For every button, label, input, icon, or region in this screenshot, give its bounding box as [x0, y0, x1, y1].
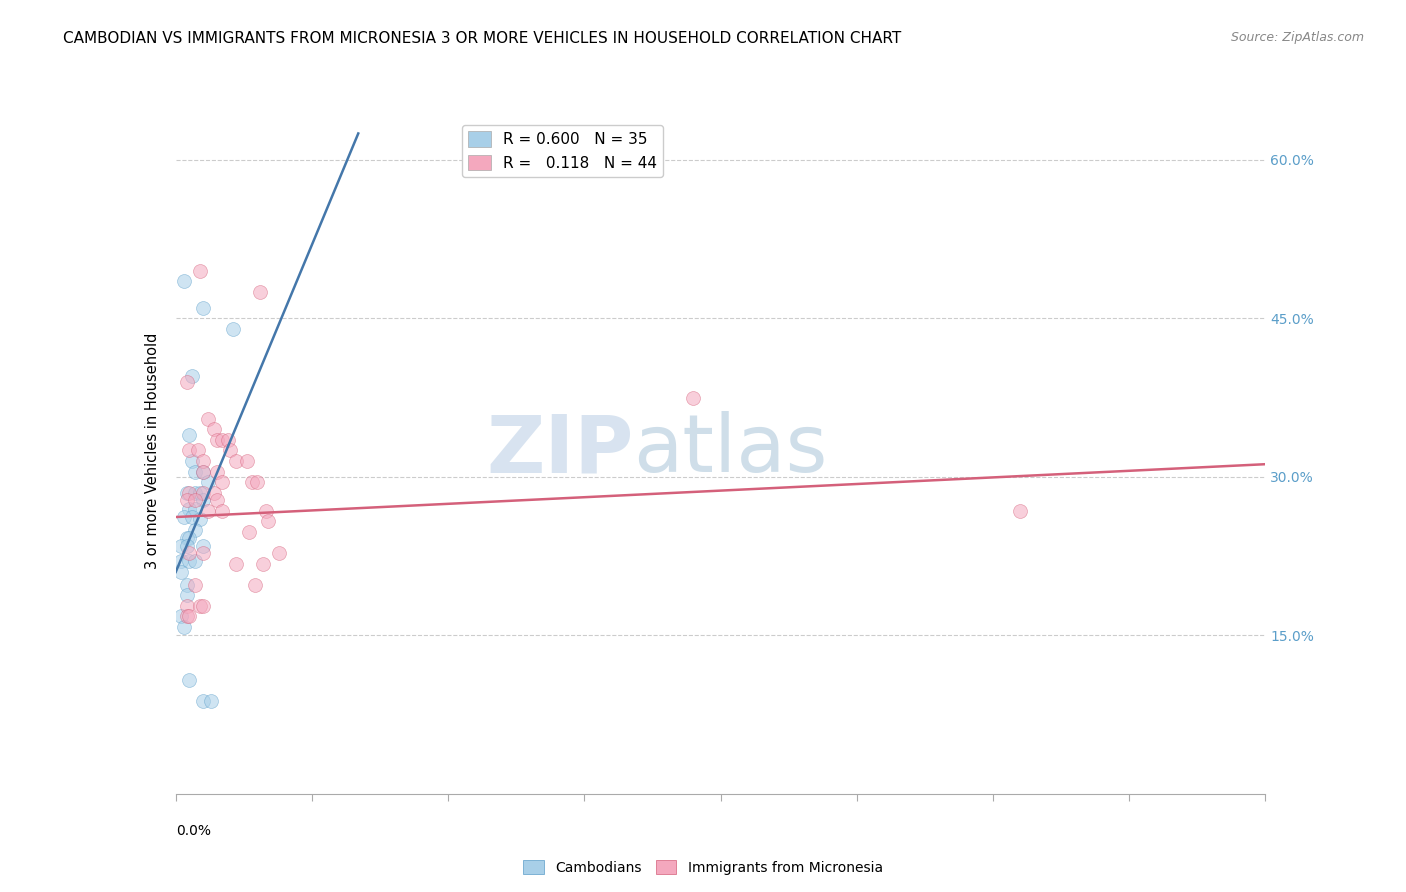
- Point: [170, 565, 193, 579]
- Point: [240, 475, 263, 490]
- Legend: R = 0.600   N = 35, R =   0.118   N = 44: R = 0.600 N = 35, R = 0.118 N = 44: [463, 125, 664, 177]
- Point: [191, 301, 214, 315]
- Point: [225, 557, 247, 571]
- Point: [205, 465, 228, 479]
- Point: [191, 465, 214, 479]
- Point: [211, 504, 233, 518]
- Point: [235, 454, 257, 468]
- Point: [179, 673, 201, 687]
- Point: [179, 531, 201, 545]
- Point: [179, 609, 201, 624]
- Point: [202, 422, 225, 436]
- Point: [176, 493, 198, 508]
- Point: [269, 546, 291, 560]
- Point: [238, 524, 260, 539]
- Point: [179, 443, 201, 458]
- Point: [179, 554, 201, 568]
- Point: [219, 443, 242, 458]
- Text: CAMBODIAN VS IMMIGRANTS FROM MICRONESIA 3 OR MORE VEHICLES IN HOUSEHOLD CORRELAT: CAMBODIAN VS IMMIGRANTS FROM MICRONESIA …: [63, 31, 901, 46]
- Text: atlas: atlas: [633, 411, 828, 490]
- Point: [188, 264, 211, 278]
- Point: [249, 285, 271, 299]
- Point: [184, 465, 207, 479]
- Point: [179, 546, 201, 560]
- Point: [191, 493, 214, 508]
- Point: [211, 475, 233, 490]
- Point: [184, 501, 207, 516]
- Point: [243, 577, 266, 591]
- Point: [252, 557, 274, 571]
- Point: [176, 609, 198, 624]
- Point: [217, 433, 239, 447]
- Point: [254, 504, 277, 518]
- Point: [191, 454, 214, 468]
- Point: [176, 599, 198, 613]
- Point: [211, 433, 233, 447]
- Point: [184, 485, 207, 500]
- Point: [176, 539, 198, 553]
- Point: [191, 485, 214, 500]
- Point: [181, 369, 204, 384]
- Point: [186, 443, 209, 458]
- Point: [197, 475, 219, 490]
- Point: [176, 531, 198, 545]
- Point: [246, 475, 269, 490]
- Point: [188, 512, 211, 526]
- Point: [176, 375, 198, 389]
- Text: ZIP: ZIP: [486, 411, 633, 490]
- Point: [197, 411, 219, 425]
- Point: [179, 485, 201, 500]
- Text: 0.0%: 0.0%: [176, 824, 211, 838]
- Point: [225, 454, 247, 468]
- Text: Source: ZipAtlas.com: Source: ZipAtlas.com: [1230, 31, 1364, 45]
- Legend: Cambodians, Immigrants from Micronesia: Cambodians, Immigrants from Micronesia: [517, 855, 889, 880]
- Point: [200, 694, 222, 708]
- Point: [191, 599, 214, 613]
- Point: [184, 577, 207, 591]
- Point: [191, 539, 214, 553]
- Point: [176, 577, 198, 591]
- Point: [188, 485, 211, 500]
- Point: [257, 514, 280, 528]
- Point: [173, 274, 195, 288]
- Point: [170, 539, 193, 553]
- Point: [188, 599, 211, 613]
- Point: [205, 493, 228, 508]
- Point: [191, 465, 214, 479]
- Point: [176, 588, 198, 602]
- Point: [176, 485, 198, 500]
- Point: [222, 322, 245, 336]
- Point: [191, 694, 214, 708]
- Point: [181, 510, 204, 524]
- Point: [184, 554, 207, 568]
- Point: [179, 427, 201, 442]
- Point: [197, 504, 219, 518]
- Point: [682, 391, 704, 405]
- Y-axis label: 3 or more Vehicles in Household: 3 or more Vehicles in Household: [145, 333, 160, 568]
- Point: [205, 433, 228, 447]
- Point: [170, 609, 193, 624]
- Point: [184, 523, 207, 537]
- Point: [191, 546, 214, 560]
- Point: [202, 485, 225, 500]
- Point: [170, 554, 193, 568]
- Point: [1010, 504, 1032, 518]
- Point: [173, 620, 195, 634]
- Point: [179, 501, 201, 516]
- Point: [173, 510, 195, 524]
- Point: [181, 454, 204, 468]
- Point: [184, 493, 207, 508]
